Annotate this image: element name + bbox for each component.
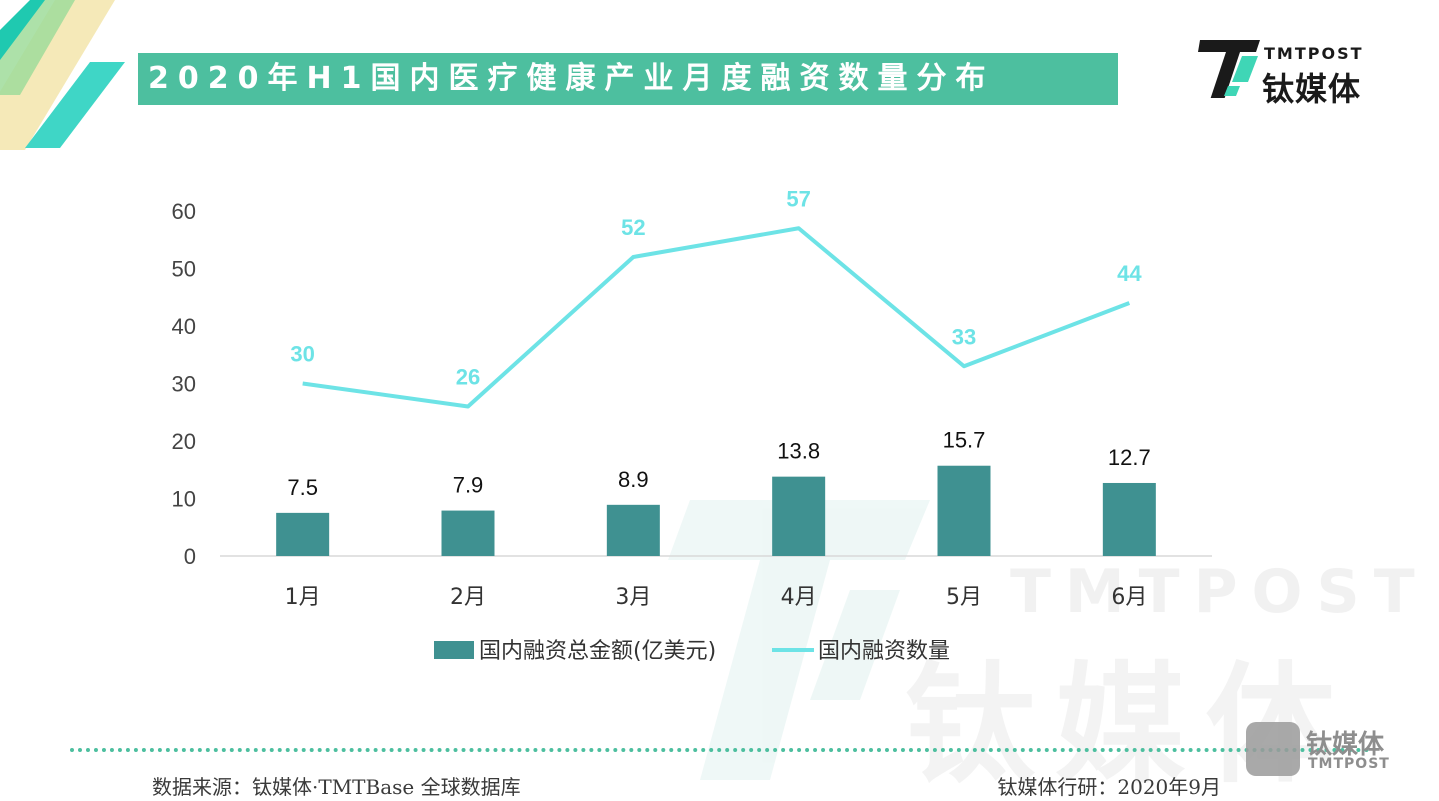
bar-data-label: 15.7 xyxy=(943,428,986,453)
bar xyxy=(1102,482,1156,556)
x-axis: 1月 2月 3月 4月 5月 6月 xyxy=(285,585,1148,610)
bar xyxy=(772,476,826,556)
line-data-label: 52 xyxy=(621,215,645,240)
logo-text-cn: 钛媒体 xyxy=(1262,70,1362,108)
y-tick-label: 10 xyxy=(172,487,196,512)
logo: TMTPOST 钛媒体 xyxy=(1198,30,1388,110)
bar xyxy=(606,504,660,556)
legend-swatch-bar xyxy=(434,641,474,659)
bar-data-label: 8.9 xyxy=(618,467,649,492)
badge-text-cn: 钛媒体 xyxy=(1306,730,1385,760)
y-tick-label: 40 xyxy=(172,314,196,339)
combo-chart: 0 10 20 30 40 50 60 7.5 7.9 8.9 13.8 15.7 12.7 30 26… xyxy=(172,186,1212,664)
y-tick-label: 50 xyxy=(172,257,196,282)
x-tick-label: 4月 xyxy=(781,585,817,610)
stripe-teal xyxy=(25,62,125,148)
y-tick-label: 60 xyxy=(172,199,196,224)
bar xyxy=(441,510,495,556)
legend-label-line: 国内融资数量 xyxy=(818,639,950,664)
decorative-stripes xyxy=(0,0,125,150)
page-title: 2020年H1国内医疗健康产业月度融资数量分布 xyxy=(138,53,1118,105)
line-data-label: 30 xyxy=(290,342,314,367)
y-tick-label: 0 xyxy=(184,544,196,569)
badge-icon xyxy=(1246,722,1300,776)
source-note: 数据来源：钛媒体·TMTBase 全球数据库 xyxy=(152,775,521,799)
y-tick-label: 20 xyxy=(172,429,196,454)
credit-note: 钛媒体行研：2020年9月 xyxy=(997,775,1221,799)
line-data-label: 44 xyxy=(1117,261,1142,286)
bar-data-label: 13.8 xyxy=(777,439,820,464)
series-line xyxy=(302,226,1131,409)
x-tick-label: 5月 xyxy=(946,585,982,610)
bar-data-label: 12.7 xyxy=(1108,445,1151,470)
bar-series: 7.5 7.9 8.9 13.8 15.7 12.7 xyxy=(276,428,1156,556)
legend: 国内融资总金额(亿美元) 国内融资数量 xyxy=(434,639,950,664)
bar-data-label: 7.5 xyxy=(287,475,318,500)
line-data-label: 33 xyxy=(952,324,976,349)
stripe-yellow xyxy=(0,0,115,150)
stripe-dark xyxy=(0,0,45,60)
footer-divider xyxy=(70,748,1370,752)
bar xyxy=(937,465,991,556)
line-data-label: 26 xyxy=(456,365,480,390)
logo-mark xyxy=(1198,40,1260,98)
x-tick-label: 3月 xyxy=(615,585,651,610)
line-series: 30 26 52 57 33 44 xyxy=(290,186,1142,409)
y-axis: 0 10 20 30 40 50 60 xyxy=(172,199,196,569)
x-tick-label: 6月 xyxy=(1111,585,1147,610)
legend-label-bar: 国内融资总金额(亿美元) xyxy=(479,639,716,664)
x-tick-label: 1月 xyxy=(285,585,321,610)
bar xyxy=(276,512,330,556)
x-tick-label: 2月 xyxy=(450,585,486,610)
line-data-label: 57 xyxy=(786,186,810,211)
y-tick-label: 30 xyxy=(172,372,196,397)
logo-text-en: TMTPOST xyxy=(1264,44,1364,63)
bar-data-label: 7.9 xyxy=(453,473,484,498)
badge-text-en: TMTPOST xyxy=(1308,756,1390,772)
